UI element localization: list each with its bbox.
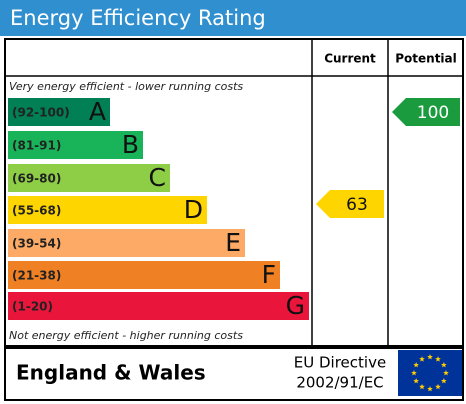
footer-directive-number: 2002/91/EC (296, 374, 383, 392)
band-range: (21-38) (12, 269, 61, 283)
title-bar (0, 0, 466, 36)
band-bar (8, 164, 170, 192)
title: Energy Efficiency Rating (10, 6, 266, 30)
footer-frame (4, 347, 464, 401)
eu-star (419, 383, 425, 390)
band-bar (8, 196, 207, 224)
column-header: Potential (395, 52, 457, 66)
band-letter: A (89, 97, 106, 126)
band-letter: C (149, 163, 166, 192)
eu-star (435, 383, 441, 390)
band-bar (8, 98, 110, 126)
rating-arrow (392, 98, 460, 126)
eu-star (441, 362, 447, 368)
band-bar (8, 131, 143, 159)
column-header: Current (324, 52, 376, 66)
band-bar (8, 261, 280, 289)
band-letter: B (122, 130, 139, 159)
main-frame (4, 38, 464, 347)
eu-star (443, 370, 449, 376)
band-bar (8, 292, 309, 320)
band-range: (39-54) (12, 237, 61, 251)
eu-star (441, 378, 447, 384)
eu-star (427, 386, 433, 392)
eu-star (427, 354, 433, 360)
band-bar (8, 229, 245, 257)
eu-star (413, 378, 419, 384)
eu-star (413, 362, 419, 368)
top-note: Very energy efficient - lower running co… (9, 80, 243, 93)
eu-star (435, 356, 441, 362)
band-range: (1-20) (12, 300, 53, 314)
footer-region: England & Wales (16, 361, 206, 385)
footer-directive: EU Directive (294, 354, 386, 372)
eu-star (411, 370, 417, 376)
band-letter: F (262, 260, 276, 289)
eu-stars (411, 354, 449, 392)
band-letter: D (184, 195, 203, 224)
rating-arrow (316, 190, 384, 218)
band-range: (55-68) (12, 204, 61, 218)
band-letter: G (286, 291, 305, 320)
band-letter: E (225, 228, 241, 257)
band-range: (92-100) (12, 106, 70, 120)
band-range: (69-80) (12, 172, 61, 186)
eu-star (419, 356, 425, 362)
band-range: (81-91) (12, 139, 61, 153)
rating-value: 100 (417, 103, 449, 123)
rating-value: 63 (346, 195, 368, 215)
bottom-note: Not energy efficient - higher running co… (9, 329, 243, 342)
